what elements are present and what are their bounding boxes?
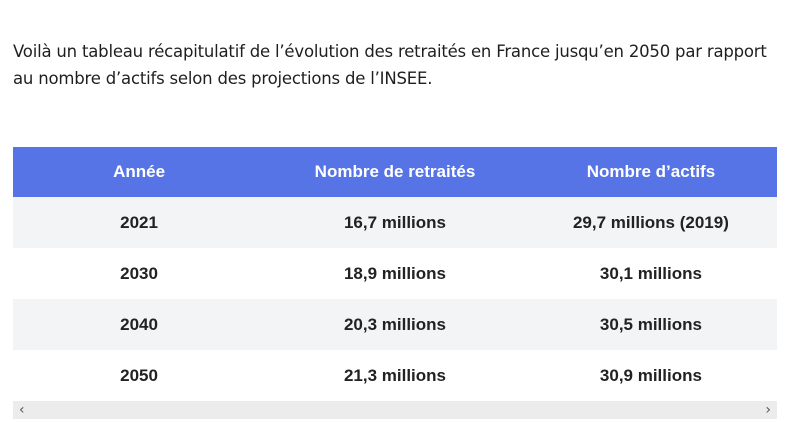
table-row: 2030 18,9 millions 30,1 millions (13, 248, 777, 299)
horizontal-scrollbar[interactable]: ‹ › (13, 401, 777, 419)
scroll-right-icon[interactable]: › (765, 402, 771, 418)
table-row: 2021 16,7 millions 29,7 millions (2019) (13, 197, 777, 248)
scroll-left-icon[interactable]: ‹ (19, 402, 25, 418)
header-workers: Nombre d’actifs (524, 147, 777, 197)
cell-workers: 29,7 millions (2019) (524, 197, 777, 248)
cell-workers: 30,9 millions (524, 350, 777, 401)
cell-year: 2050 (13, 350, 266, 401)
cell-workers: 30,1 millions (524, 248, 777, 299)
table-container: Année Nombre de retraités Nombre d’actif… (13, 147, 777, 419)
cell-retirees: 16,7 millions (265, 197, 525, 248)
header-year: Année (13, 147, 266, 197)
cell-year: 2021 (13, 197, 266, 248)
intro-paragraph: Voilà un tableau récapitulatif de l’évol… (13, 42, 767, 88)
cell-workers: 30,5 millions (524, 299, 777, 350)
cell-retirees: 21,3 millions (265, 350, 525, 401)
table-header-row: Année Nombre de retraités Nombre d’actif… (13, 147, 777, 197)
cell-year: 2040 (13, 299, 266, 350)
table-row: 2040 20,3 millions 30,5 millions (13, 299, 777, 350)
header-retirees: Nombre de retraités (265, 147, 525, 197)
table-row: 2050 21,3 millions 30,9 millions (13, 350, 777, 401)
retirees-table: Année Nombre de retraités Nombre d’actif… (13, 147, 777, 401)
cell-year: 2030 (13, 248, 266, 299)
cell-retirees: 20,3 millions (265, 299, 525, 350)
cell-retirees: 18,9 millions (265, 248, 525, 299)
